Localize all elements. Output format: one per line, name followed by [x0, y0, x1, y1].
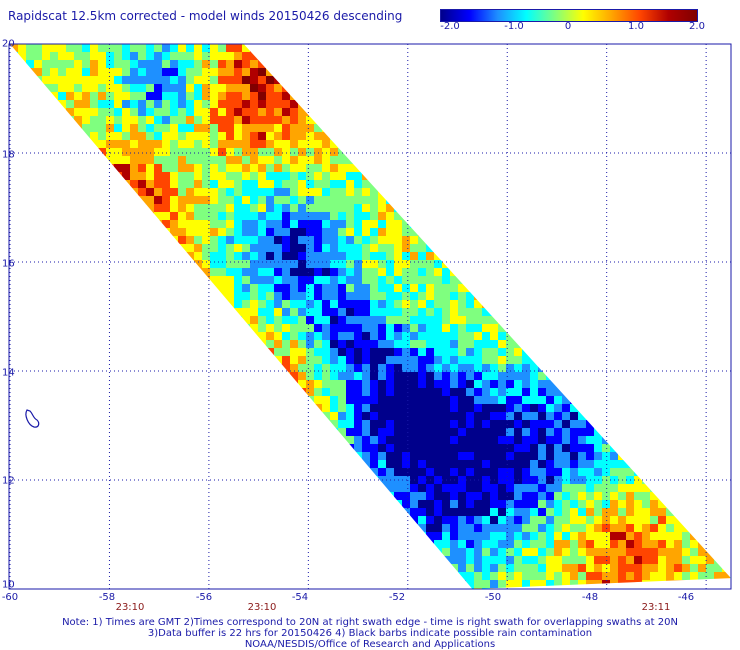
lon-tick-54: -54 [291, 592, 309, 603]
colorbar-label-neg1: -1.0 [504, 21, 524, 32]
swath-time-label: 23:11 [641, 602, 671, 613]
colorbar-label-min: -2.0 [440, 21, 460, 32]
lon-tick-58: -58 [98, 592, 116, 603]
colorbar-label-pos1: 1.0 [628, 21, 644, 32]
lat-tick-10: 10 [2, 579, 15, 591]
lat-tick-16: 16 [2, 258, 15, 270]
map-title: Rapidscat 12.5km corrected - model winds… [8, 9, 403, 23]
colorbar [440, 9, 698, 22]
lon-tick-46: -46 [677, 592, 695, 603]
lon-tick-52: -52 [388, 592, 406, 603]
wind-difference-pixels [10, 44, 731, 589]
island-outline [25, 409, 40, 428]
lat-tick-14: 14 [2, 367, 15, 379]
lat-lon-grid [9, 43, 731, 590]
colorbar-label-max: 2.0 [689, 21, 705, 32]
lon-tick-48: -48 [581, 592, 599, 603]
swath-time-label: 23:10 [115, 602, 145, 613]
note-line-3: NOAA/NESDIS/Office of Research and Appli… [244, 639, 496, 650]
lon-tick-56: -56 [195, 592, 213, 603]
swath-time-label: 23:10 [247, 602, 277, 613]
lon-tick-60: -60 [1, 592, 19, 603]
colorbar-label-zero: 0 [564, 21, 572, 32]
lat-tick-12: 12 [2, 475, 15, 487]
lon-tick-50: -50 [484, 592, 502, 603]
map-frame [8, 43, 732, 590]
lat-tick-18: 18 [2, 149, 15, 161]
note-line-1: Note: 1) Times are GMT 2)Times correspon… [62, 617, 678, 628]
note-line-2: 3)Data buffer is 22 hrs for 20150426 4) … [147, 628, 593, 639]
lat-tick-20: 20 [2, 38, 15, 50]
